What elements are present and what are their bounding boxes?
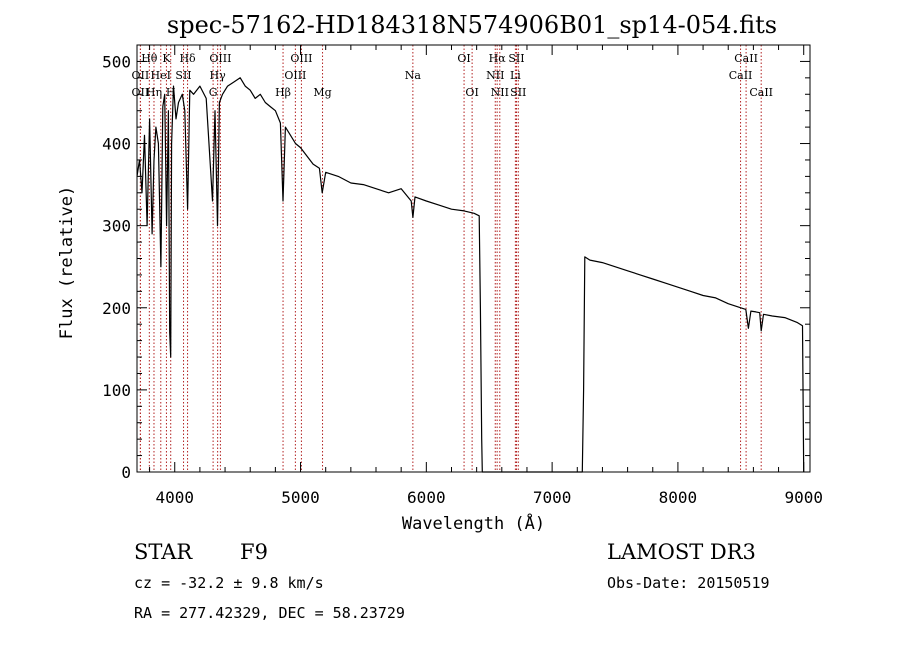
spectral-line-label: HeI (151, 69, 171, 82)
spectral-line-label: OII (132, 69, 150, 82)
spectral-line-label: Hγ (210, 69, 227, 82)
spectral-line-label: K (162, 52, 171, 65)
y-tick-label: 200 (102, 299, 131, 318)
spectral-line-label: SII (175, 69, 191, 82)
spectral-line-label: G (209, 86, 218, 99)
x-tick-label: 8000 (659, 488, 698, 507)
x-tick-label: 5000 (281, 488, 320, 507)
spectral-line-label: Hη (146, 86, 162, 99)
spectral-line-label: NII (486, 69, 504, 82)
spectral-line-label: Hβ (275, 86, 291, 99)
x-tick-label: 7000 (533, 488, 572, 507)
chart-title: spec-57162-HD184318N574906B01_sp14-054.f… (167, 11, 777, 39)
x-tick-label: 4000 (155, 488, 194, 507)
spectral-line-label: Mg (313, 86, 331, 99)
spectral-line-label: NII (491, 86, 509, 99)
y-tick-label: 0 (121, 463, 131, 482)
y-tick-label: 300 (102, 217, 131, 236)
spectral-line-label: Li (510, 69, 521, 82)
x-axis-label: Wavelength (Å) (402, 512, 545, 534)
spectral-line-label: Na (405, 69, 422, 82)
spectral-subclass: F9 (240, 540, 268, 564)
x-tick-label: 6000 (407, 488, 446, 507)
spectral-line-label: OII (132, 86, 150, 99)
object-class: STAR (134, 540, 193, 564)
spectral-line-label: Hδ (179, 52, 196, 65)
spectral-line-label: SII (508, 52, 524, 65)
redshift-velocity: cz = -32.2 ± 9.8 km/s (134, 574, 324, 592)
spectral-line-label: CaII (749, 86, 773, 99)
y-axis-label: Flux (relative) (57, 186, 77, 340)
spectral-line-label: H (166, 86, 176, 99)
observation-date: Obs-Date: 20150519 (607, 574, 770, 592)
y-tick-label: 400 (102, 135, 131, 154)
spectral-line-label: CaII (734, 52, 758, 65)
plot-frame (136, 44, 811, 473)
spectral-line-label: Hθ (141, 52, 158, 65)
y-tick-label: 500 (102, 52, 131, 71)
x-tick-label: 9000 (784, 488, 823, 507)
spectral-line-label: SII (510, 86, 526, 99)
spectral-line-label: OI (457, 52, 470, 65)
spectrum-line (136, 77, 805, 473)
survey-name: LAMOST DR3 (607, 540, 756, 564)
spectral-line-label: OIII (290, 52, 312, 65)
spectral-line-label: CaII (729, 69, 753, 82)
sky-coordinates: RA = 277.42329, DEC = 58.23729 (134, 604, 405, 622)
spectral-line-label: OIII (284, 69, 306, 82)
spectral-line-label: OI (465, 86, 478, 99)
spectral-line-label: Hα (489, 52, 507, 65)
y-tick-label: 100 (102, 381, 131, 400)
spectral-line-label: OIII (209, 52, 231, 65)
